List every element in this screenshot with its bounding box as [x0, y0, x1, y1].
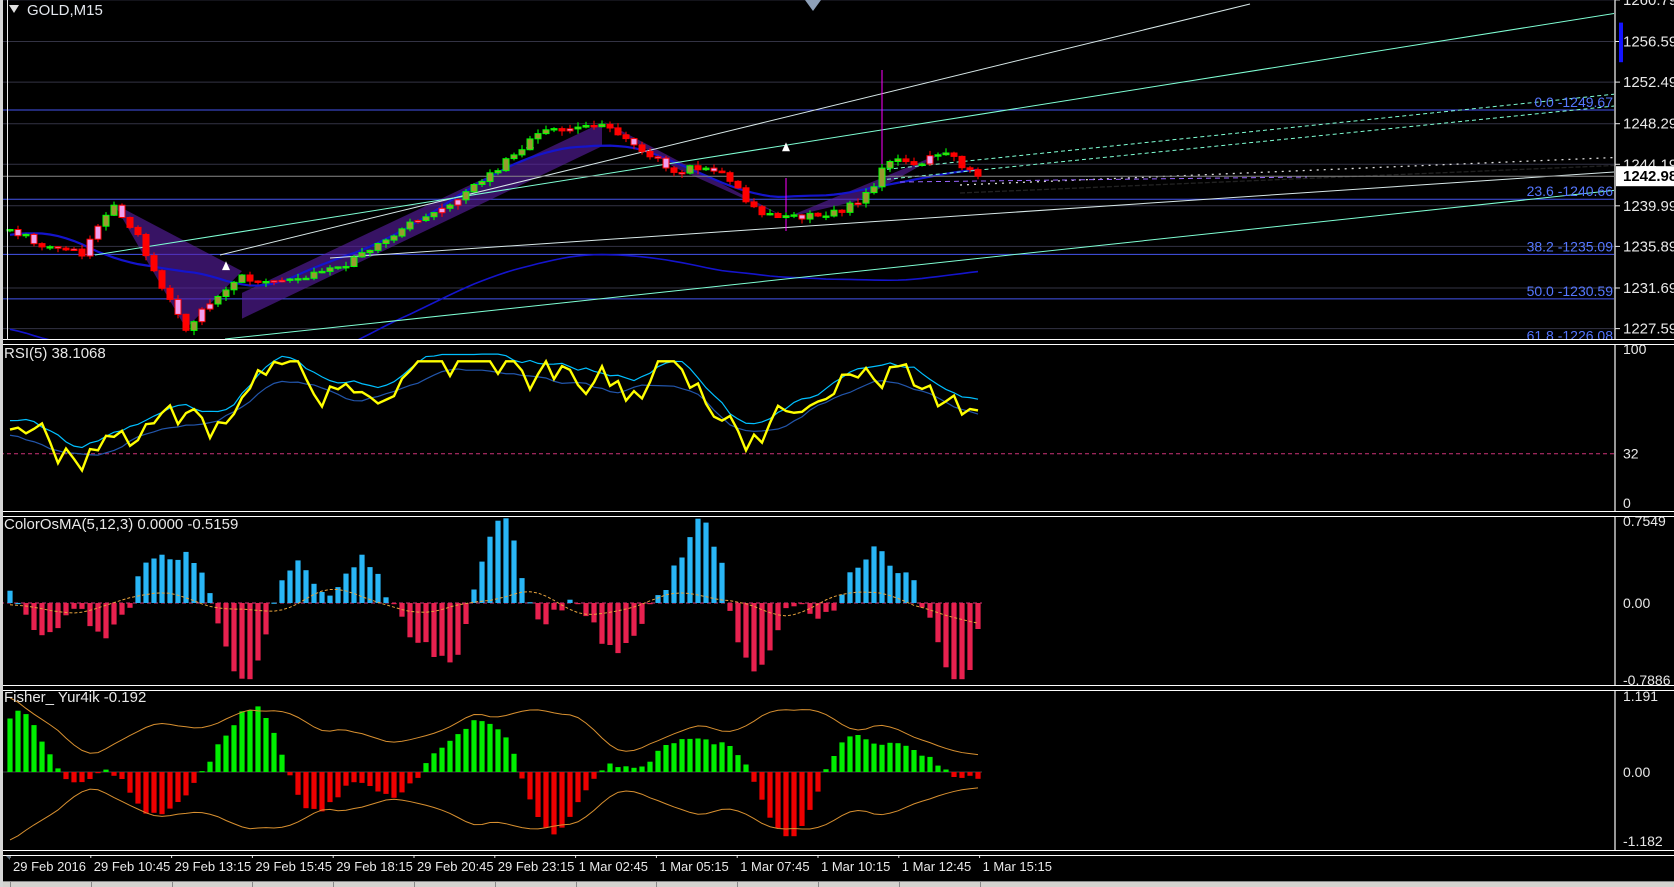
- svg-text:1 Mar 12:45: 1 Mar 12:45: [902, 859, 971, 874]
- svg-text:1 Mar 15:15: 1 Mar 15:15: [983, 859, 1052, 874]
- svg-text:29 Feb 23:15: 29 Feb 23:15: [498, 859, 575, 874]
- svg-text:1248.29: 1248.29: [1623, 116, 1674, 133]
- svg-text:1231.69: 1231.69: [1623, 280, 1674, 297]
- svg-text:1 Mar 02:45: 1 Mar 02:45: [579, 859, 648, 874]
- svg-text:RSI(5) 38.1068: RSI(5) 38.1068: [4, 345, 106, 362]
- svg-text:0.0 -1249.67: 0.0 -1249.67: [1534, 94, 1613, 110]
- svg-text:32: 32: [1623, 446, 1639, 462]
- svg-text:-0.7886: -0.7886: [1623, 672, 1671, 685]
- svg-text:29 Feb 18:15: 29 Feb 18:15: [336, 859, 413, 874]
- svg-text:0: 0: [1623, 495, 1631, 511]
- svg-text:Fisher_ Yur4ik -0.192: Fisher_ Yur4ik -0.192: [4, 689, 146, 706]
- svg-text:61.8 -1226.08: 61.8 -1226.08: [1527, 328, 1614, 340]
- svg-text:0.00: 0.00: [1623, 595, 1650, 611]
- svg-text:1252.49: 1252.49: [1623, 74, 1674, 91]
- svg-text:50.0 -1230.59: 50.0 -1230.59: [1527, 283, 1614, 299]
- svg-text:38.2 -1235.09: 38.2 -1235.09: [1527, 238, 1614, 254]
- svg-text:29 Feb 2016: 29 Feb 2016: [13, 859, 86, 874]
- svg-text:29 Feb 13:15: 29 Feb 13:15: [175, 859, 252, 874]
- svg-text:1242.98: 1242.98: [1623, 168, 1674, 185]
- svg-text:1 Mar 07:45: 1 Mar 07:45: [740, 859, 809, 874]
- svg-text:1235.89: 1235.89: [1623, 238, 1674, 255]
- svg-text:1 Mar 05:15: 1 Mar 05:15: [659, 859, 728, 874]
- svg-text:29 Feb 20:45: 29 Feb 20:45: [417, 859, 494, 874]
- svg-text:0.00: 0.00: [1623, 764, 1650, 780]
- svg-text:1227.59: 1227.59: [1623, 321, 1674, 338]
- svg-text:GOLD,M15: GOLD,M15: [27, 2, 103, 19]
- svg-text:1256.59: 1256.59: [1623, 34, 1674, 51]
- svg-text:ColorOsMA(5,12,3) 0.0000 -0.51: ColorOsMA(5,12,3) 0.0000 -0.5159: [4, 516, 238, 533]
- svg-text:29 Feb 10:45: 29 Feb 10:45: [94, 859, 171, 874]
- svg-text:-1.182: -1.182: [1623, 833, 1663, 849]
- svg-text:23.6 -1240.66: 23.6 -1240.66: [1527, 183, 1614, 199]
- svg-text:29 Feb 15:45: 29 Feb 15:45: [255, 859, 332, 874]
- svg-text:1 Mar 10:15: 1 Mar 10:15: [821, 859, 890, 874]
- svg-text:1239.99: 1239.99: [1623, 198, 1674, 215]
- svg-text:1260.79: 1260.79: [1623, 0, 1674, 9]
